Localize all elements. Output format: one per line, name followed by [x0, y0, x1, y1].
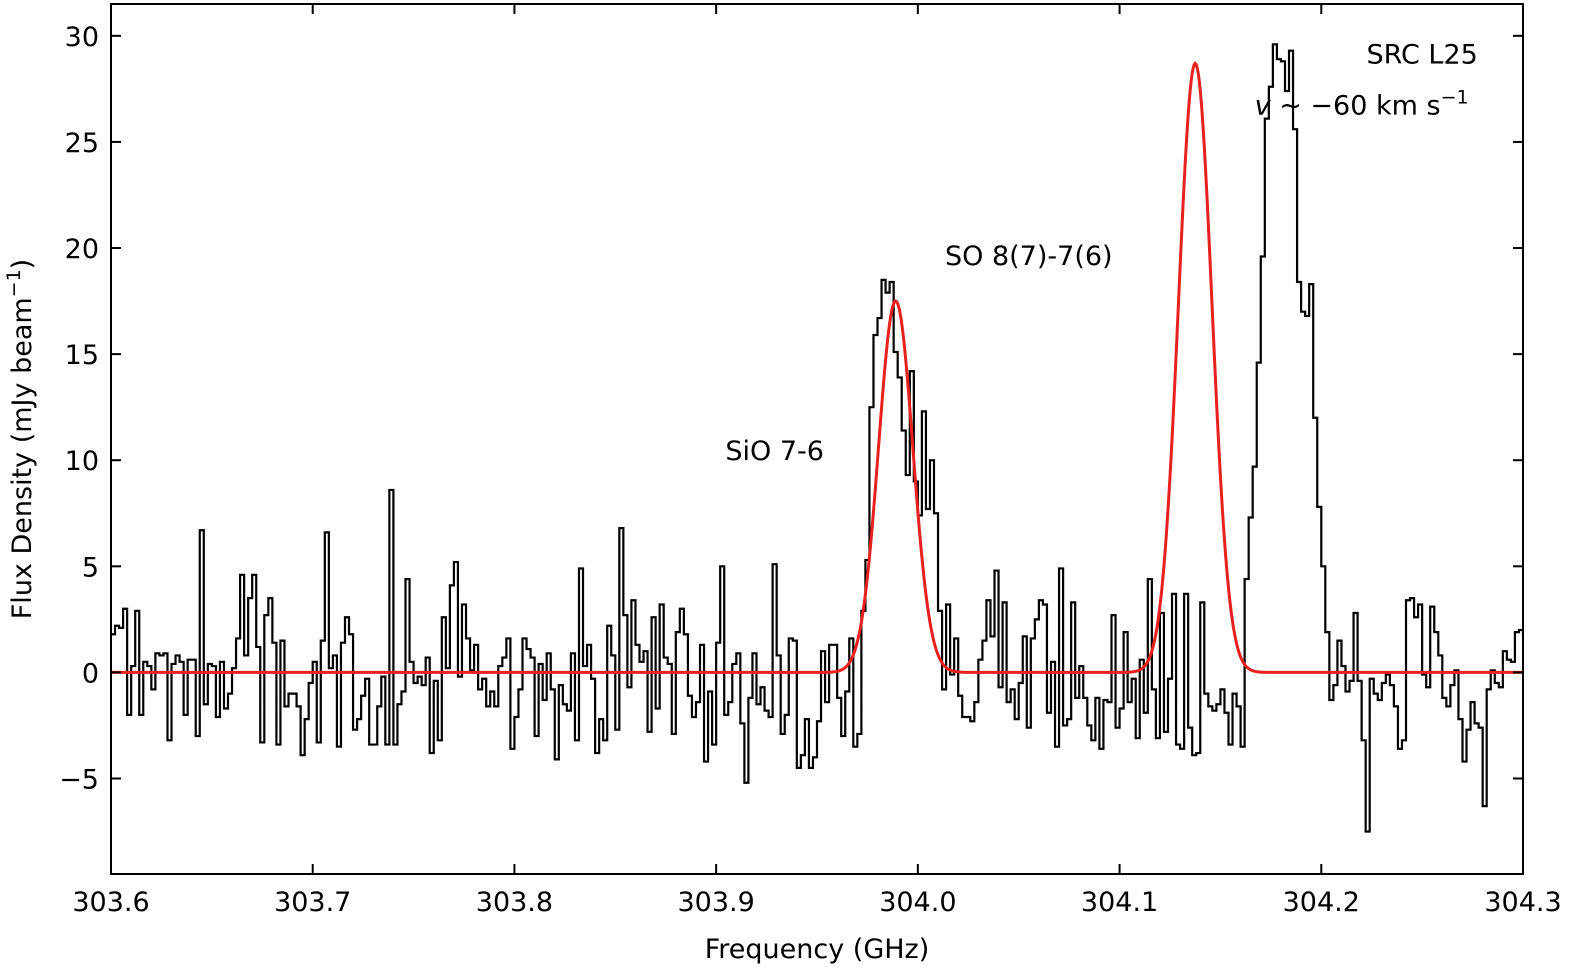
- y-tick-label: 20: [65, 234, 99, 265]
- y-axis-label-main: Flux Density (mJy beam: [7, 297, 38, 619]
- x-tick-label: 304.0: [879, 887, 956, 918]
- x-tick-label: 303.6: [72, 887, 149, 918]
- x-tick-label: 303.7: [274, 887, 351, 918]
- line-annotation: SRC L25: [1366, 39, 1477, 70]
- y-axis-label-close: ): [7, 259, 38, 270]
- y-tick-label: 10: [65, 446, 99, 477]
- y-tick-label: 5: [82, 552, 99, 583]
- x-tick-label: 304.3: [1484, 887, 1561, 918]
- spectrum-step-line: [111, 43, 1523, 833]
- y-axis-label-sup: −1: [3, 269, 25, 297]
- velocity-text: ∼ −60 km s: [1271, 90, 1441, 121]
- x-tick-label: 303.9: [677, 887, 754, 918]
- y-tick-label: 0: [82, 658, 99, 689]
- velocity-unit-sup: −1: [1441, 86, 1469, 108]
- y-axis-label: Flux Density (mJy beam−1): [3, 259, 38, 619]
- axes-layer: [110, 3, 1524, 875]
- line-annotation: SO 8(7)-7(6): [945, 241, 1113, 272]
- x-tick-label: 303.8: [476, 887, 553, 918]
- velocity-annotation: v ∼ −60 km s−1: [1255, 86, 1469, 121]
- labels-layer: 303.6 303.7 303.8 303.9 304.0 304.1 304.2 304.3…: [3, 22, 1562, 965]
- x-tick-label: 304.2: [1283, 887, 1360, 918]
- plot-frame: [110, 3, 1524, 875]
- y-tick-label: 15: [65, 340, 99, 371]
- y-tick-label: −5: [59, 765, 99, 796]
- y-tick-label: 25: [65, 128, 99, 159]
- y-tick-label: 30: [65, 22, 99, 53]
- gaussian-fit-line: [111, 61, 1523, 674]
- velocity-symbol: v: [1255, 90, 1272, 121]
- data-layer: [111, 43, 1523, 833]
- x-tick-label: 304.1: [1081, 887, 1158, 918]
- x-axis-label: Frequency (GHz): [705, 934, 930, 965]
- line-annotation: SiO 7-6: [725, 436, 824, 467]
